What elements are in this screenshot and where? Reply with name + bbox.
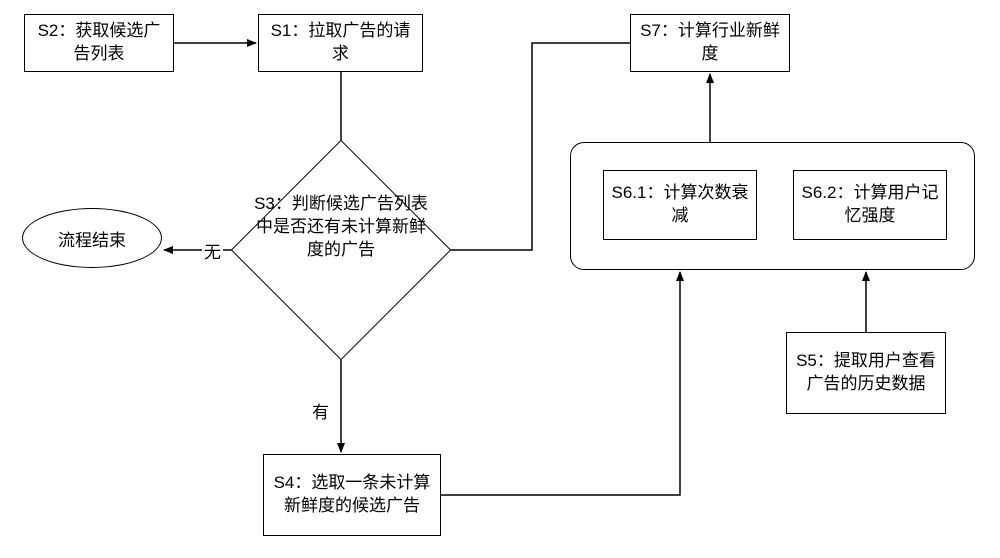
node-s3-shape xyxy=(231,140,452,361)
node-s6-2-label: S6.2：计算用户记忆强度 xyxy=(800,182,940,228)
node-s1: S1：拉取广告的请求 xyxy=(258,14,423,72)
edge-s4-s6_1 xyxy=(441,272,680,495)
node-s4-label: S4：选取一条未计算新鲜度的候选广告 xyxy=(270,472,434,518)
node-s7-label: S7：计算行业新鲜度 xyxy=(637,20,783,66)
node-s6-1-label: S6.1：计算次数衰减 xyxy=(610,182,750,228)
node-s4: S4：选取一条未计算新鲜度的候选广告 xyxy=(263,454,441,536)
node-s2: S2：获取候选广告列表 xyxy=(24,14,174,72)
node-end: 流程结束 xyxy=(22,208,162,268)
node-s1-label: S1：拉取广告的请求 xyxy=(265,20,416,66)
node-s5: S5：提取用户查看广告的历史数据 xyxy=(786,332,946,414)
edges-layer xyxy=(0,0,1000,558)
edge-label-has: 有 xyxy=(310,398,331,423)
node-s7: S7：计算行业新鲜度 xyxy=(630,14,790,72)
node-s5-label: S5：提取用户查看广告的历史数据 xyxy=(793,350,939,396)
node-s6-1: S6.1：计算次数衰减 xyxy=(603,170,757,240)
node-s2-label: S2：获取候选广告列表 xyxy=(31,20,167,66)
node-s6-2: S6.2：计算用户记忆强度 xyxy=(793,170,947,240)
edge-label-none: 无 xyxy=(202,238,223,263)
node-end-label: 流程结束 xyxy=(58,226,126,251)
